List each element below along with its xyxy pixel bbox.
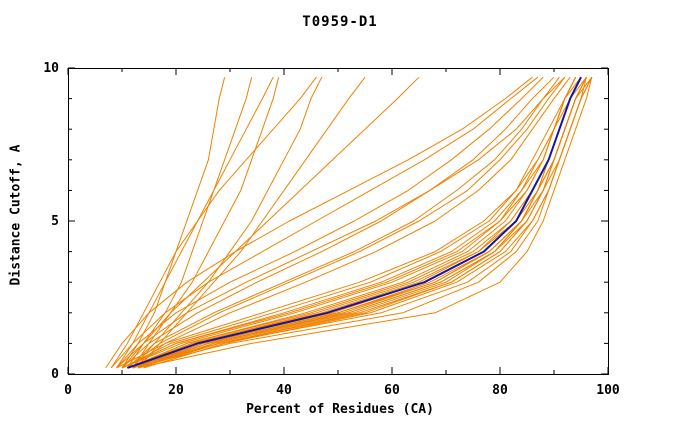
- model-curves: [105, 76, 593, 369]
- svg-text:60: 60: [384, 383, 400, 398]
- highlight-curve: [127, 76, 582, 369]
- chart-title: T0959-D1: [302, 14, 378, 30]
- axes: [67, 67, 609, 375]
- svg-text:10: 10: [43, 61, 59, 76]
- svg-text:5: 5: [51, 214, 59, 229]
- svg-text:40: 40: [276, 383, 292, 398]
- x-axis-label: Percent of Residues (CA): [246, 402, 434, 417]
- svg-text:100: 100: [596, 383, 620, 398]
- svg-text:0: 0: [64, 383, 72, 398]
- svg-text:0: 0: [51, 367, 59, 382]
- svg-text:20: 20: [168, 383, 184, 398]
- svg-text:80: 80: [492, 383, 508, 398]
